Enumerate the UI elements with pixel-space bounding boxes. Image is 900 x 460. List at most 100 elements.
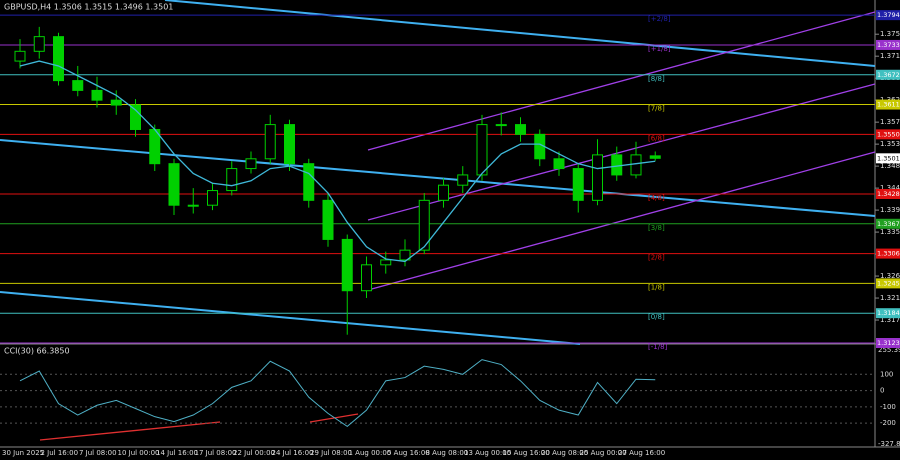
cci-max-label: 255.3969 [878,346,900,354]
level-value: 1.3550 [877,130,900,138]
level-label: [4/8] [648,194,665,202]
y-tick-label: 100 [880,370,893,378]
y-tick-label: 1.3215 [880,294,900,302]
candle-body [303,163,315,201]
level-value: 1.3367 [877,220,900,228]
cci-min-label: -327.8328 [878,440,900,448]
candle-body [476,124,488,176]
x-tick-label: 13 Aug 00:00 [464,449,511,457]
candle-body [553,158,565,170]
candle-body [187,204,199,207]
x-tick-label: 15 Aug 16:00 [503,449,550,457]
candle-body [14,50,26,62]
x-tick-label: 10 Jul 00:00 [118,449,160,457]
level-value: 1.3123 [877,339,900,347]
candle-body [91,89,103,101]
level-value: 1.3733 [877,41,900,49]
cci-title: CCI(30) 66.3850 [4,347,70,356]
y-tick-label: 1.3530 [880,140,900,148]
candle-body [515,124,526,135]
level-value: 1.3611 [877,101,900,109]
level-value: 1.3428 [877,190,900,198]
candle-body [495,124,507,127]
x-tick-label: 2 Jul 16:00 [41,449,79,457]
level-label: [8/8] [648,75,665,83]
x-tick-label: 29 Jul 08:00 [310,449,352,457]
candle-body [592,154,603,201]
candle-body [207,190,218,206]
level-label: [+1/8] [648,45,671,53]
level-box [876,99,900,110]
y-tick-label: 1.3170 [880,316,900,324]
y-tick-label: -100 [880,403,896,411]
level-value: 1.3794 [877,11,900,19]
candle-body [322,199,334,240]
level-label: [-1/8] [648,343,668,351]
candle-body [72,80,84,91]
level-box [876,10,900,21]
level-label: [7/8] [648,105,665,113]
candle-body [53,36,64,82]
candle-body [245,158,257,170]
y-tick-label: 0 [880,387,884,395]
current-price: 1.3501 [877,154,900,162]
cci-line [19,359,656,428]
candle-body [649,155,661,159]
y-tick-label: 1.3395 [880,206,900,214]
x-tick-label: 22 Jul 00:00 [233,449,275,457]
candle-body [438,184,449,201]
level-box [876,338,900,348]
x-tick-label: 14 Jul 16:00 [156,449,198,457]
level-value: 1.3245 [877,279,900,287]
y-tick-label: 1.3350 [880,228,900,236]
current-price-box [876,153,900,164]
level-label: [1/8] [648,283,665,291]
level-label: [6/8] [648,134,665,142]
candle-body [226,168,238,192]
cci-trend-lines [39,413,359,441]
y-tick-label: -200 [880,419,896,427]
level-label: [3/8] [648,224,665,232]
trend-lines [0,0,876,345]
level-box [876,308,900,319]
y-tick-label: 1.3485 [880,162,900,170]
level-value: 1.3672 [877,71,900,79]
y-tick-label: 1.3710 [880,52,900,60]
x-tick-label: 27 Aug 16:00 [618,449,665,457]
candle-body [168,163,180,206]
chart-title: GBPUSD,H4 1.3506 1.3515 1.3496 1.3501 [4,3,173,12]
level-box [876,129,900,140]
x-tick-label: 8 Aug 08:00 [426,449,469,457]
candle-body [361,264,372,292]
level-label: [+2/8] [648,15,671,23]
candle-body [611,154,623,176]
level-box [876,278,900,289]
candle-body [399,249,411,261]
level-label: [0/8] [648,313,665,321]
x-tick-label: 20 Aug 08:00 [541,449,588,457]
channel-lines [367,11,876,291]
candle-body [110,99,122,106]
y-tick-label: 1.3755 [880,30,900,38]
candle-body [284,124,295,165]
x-tick-label: 17 Jul 08:00 [195,449,237,457]
level-box [876,39,900,50]
x-tick-label: 1 Aug 00:00 [349,449,392,457]
candle-body [130,104,141,130]
y-tick-label: 1.3440 [880,184,900,192]
candle-body [264,124,276,160]
level-label: [2/8] [648,254,665,262]
x-tick-label: 30 Jun 2025 [2,449,44,457]
candle-body [341,238,353,292]
level-box [876,248,900,259]
candle-body [418,199,430,251]
candle-body [572,168,584,201]
x-tick-label: 25 Aug 00:00 [580,449,627,457]
candle-body [630,154,642,176]
x-tick-label: 7 Jul 08:00 [79,449,117,457]
level-box [876,69,900,80]
level-box [876,188,900,199]
candle-body [380,259,392,266]
y-tick-label: 1.3260 [880,272,900,280]
